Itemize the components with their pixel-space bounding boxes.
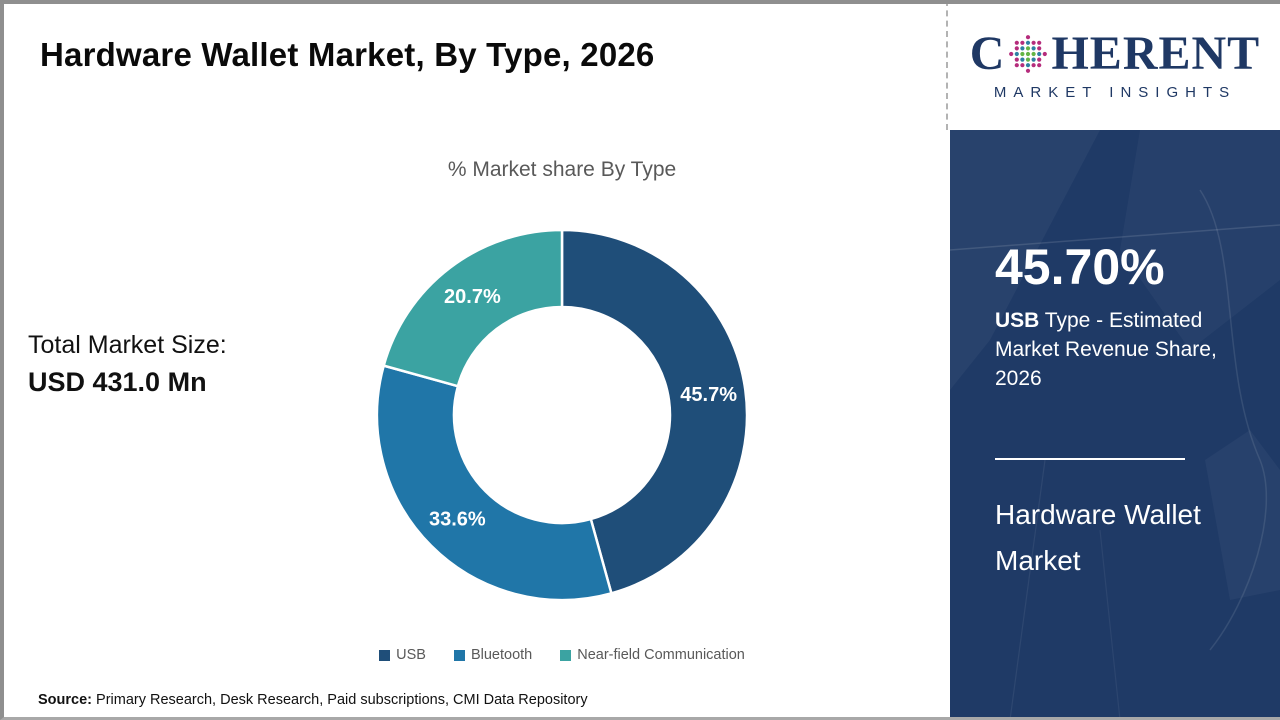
- globe-dot: [1020, 62, 1025, 67]
- dashed-separator: [946, 0, 948, 130]
- page-title: Hardware Wallet Market, By Type, 2026: [40, 36, 655, 73]
- brand-logo-wordmark: C HERENT: [969, 26, 1261, 80]
- donut-chart-svg: 45.7% 33.6% 20.7%: [375, 228, 749, 602]
- legend-swatch-icon: [379, 649, 391, 661]
- globe-dot: [1043, 51, 1048, 56]
- globe-dot: [1026, 57, 1031, 62]
- globe-dot: [1020, 51, 1025, 56]
- globe-dot: [1015, 51, 1020, 56]
- coherent-globe-icon: [1009, 34, 1048, 73]
- donut-slice-label: 33.6%: [429, 509, 486, 531]
- globe-dot: [1015, 45, 1020, 50]
- globe-dot: [1026, 34, 1031, 39]
- globe-dot: [1031, 62, 1037, 67]
- legend-label: USB: [396, 647, 426, 663]
- donut-slice-label: 20.7%: [444, 286, 501, 308]
- donut-chart: 45.7% 33.6% 20.7%: [360, 213, 764, 617]
- globe-dot: [1009, 51, 1014, 56]
- source-text: Primary Research, Desk Research, Paid su…: [92, 692, 588, 708]
- globe-dot: [1037, 57, 1042, 62]
- globe-dot: [1026, 40, 1031, 45]
- globe-dot: [1037, 51, 1042, 56]
- donut-slice-near-field-communication: [382, 228, 564, 388]
- legend-item-bluetooth: Bluetooth: [453, 647, 533, 663]
- logo-suffix: HERENT: [1051, 26, 1261, 80]
- globe-dot: [1015, 62, 1020, 67]
- chart-legend: USB Bluetooth Near-field Communication: [200, 647, 924, 663]
- donut-slice-label: 45.7%: [680, 384, 737, 406]
- sidebar-stat-label: USB Type - Estimated Market Revenue Shar…: [995, 306, 1245, 393]
- globe-dot: [1020, 57, 1025, 62]
- globe-dot: [1026, 51, 1031, 56]
- sidebar-panel-title: Hardware Wallet Market: [995, 499, 1201, 576]
- globe-dot: [1015, 57, 1020, 62]
- legend-label: Bluetooth: [470, 647, 533, 663]
- sidebar-stat-label-rest: Type - Estimated Market Revenue Share, 2…: [995, 309, 1217, 390]
- map-texture-decoration: [950, 130, 1280, 720]
- globe-dot: [1020, 40, 1025, 45]
- brand-logo-subtitle: MARKET INSIGHTS: [993, 83, 1237, 101]
- total-market-label: Total Market Size:: [28, 331, 227, 359]
- globe-dot: [1031, 45, 1037, 50]
- globe-dot: [1031, 51, 1037, 56]
- donut-slice-bluetooth: [375, 364, 613, 602]
- brand-logo: C HERENT MARKET INSIGHTS: [950, 0, 1280, 130]
- legend-label: Near-field Communication: [577, 647, 745, 663]
- globe-dot: [1031, 57, 1037, 62]
- legend-item-usb: USB: [379, 647, 426, 663]
- globe-dot: [1031, 40, 1037, 45]
- source-line: Source: Primary Research, Desk Research,…: [38, 692, 588, 708]
- globe-dot: [1026, 68, 1031, 73]
- sidebar-stat-value: 45.70%: [995, 239, 1165, 295]
- sidebar-stat-label-bold: USB: [995, 309, 1040, 332]
- legend-item-near-field-communication: Near-field Communication: [560, 647, 745, 663]
- globe-dot: [1026, 45, 1031, 50]
- sidebar-panel: 45.70% USB Type - Estimated Market Reven…: [950, 130, 1280, 720]
- legend-swatch-icon: [560, 649, 572, 661]
- total-market-value: USD 431.0 Mn: [28, 367, 207, 397]
- donut-slice-usb: [560, 228, 749, 595]
- legend-swatch-icon: [453, 649, 465, 661]
- globe-dot: [1037, 45, 1042, 50]
- chart-title: % Market share By Type: [447, 158, 677, 181]
- logo-prefix: C: [969, 26, 1006, 80]
- globe-dot: [1037, 62, 1042, 67]
- total-market-block: Total Market Size: USD 431.0 Mn: [28, 328, 227, 402]
- sidebar-divider: [995, 458, 1185, 460]
- globe-dot: [1037, 40, 1042, 45]
- globe-dot: [1020, 45, 1025, 50]
- source-label: Source:: [38, 692, 92, 708]
- globe-dot: [1026, 62, 1031, 67]
- globe-dot: [1015, 40, 1020, 45]
